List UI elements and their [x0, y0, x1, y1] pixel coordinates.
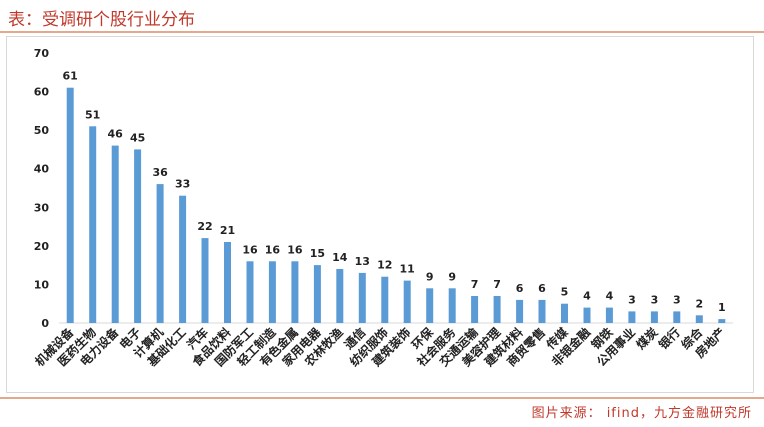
bar-1 — [89, 126, 97, 323]
bar-15 — [403, 280, 411, 323]
data-label-0: 61 — [63, 70, 78, 83]
data-label-13: 13 — [355, 255, 370, 268]
bar-5 — [179, 195, 187, 323]
bar-25 — [628, 311, 636, 323]
data-label-3: 45 — [130, 131, 145, 144]
y-tick-label: 10 — [34, 278, 50, 291]
bar-16 — [426, 288, 434, 323]
y-tick-label: 50 — [34, 124, 50, 137]
data-label-6: 22 — [197, 220, 212, 233]
bar-7 — [224, 242, 231, 323]
data-label-8: 16 — [242, 243, 258, 256]
bar-21 — [538, 299, 546, 323]
bar-29 — [718, 319, 726, 323]
bar-11 — [313, 265, 321, 323]
title-divider — [0, 31, 764, 33]
bar-26 — [650, 311, 658, 323]
data-label-24: 4 — [606, 290, 614, 303]
bar-14 — [381, 276, 389, 323]
y-tick-label: 70 — [34, 47, 50, 60]
data-label-23: 4 — [583, 290, 591, 303]
bar-8 — [246, 261, 254, 323]
bar-3 — [134, 149, 142, 323]
page-title: 表：受调研个股行业分布 — [8, 10, 195, 30]
bar-17 — [448, 288, 456, 323]
data-label-22: 5 — [561, 286, 569, 299]
bar-12 — [336, 269, 344, 323]
data-label-18: 7 — [471, 278, 479, 291]
bar-2 — [111, 145, 119, 323]
data-label-11: 15 — [310, 247, 325, 260]
data-label-10: 16 — [287, 243, 303, 256]
y-tick-label: 40 — [34, 163, 50, 176]
bar-4 — [156, 184, 164, 323]
bar-20 — [516, 299, 524, 323]
y-tick-label: 20 — [34, 240, 50, 253]
data-label-16: 9 — [426, 270, 434, 283]
bar-28 — [695, 315, 703, 323]
bar-27 — [673, 311, 681, 323]
x-tick-label-27: 银行 — [655, 325, 683, 353]
chart-frame — [6, 36, 754, 393]
data-label-29: 1 — [718, 301, 726, 314]
data-label-14: 12 — [377, 259, 392, 272]
footer-divider — [0, 397, 764, 399]
data-label-15: 11 — [400, 263, 415, 276]
y-tick-label: 0 — [41, 317, 49, 330]
bar-0 — [66, 87, 74, 323]
data-label-12: 14 — [332, 251, 348, 264]
data-label-26: 3 — [651, 293, 659, 306]
bar-18 — [471, 296, 479, 323]
x-tick-label-26: 煤炭 — [633, 325, 661, 353]
data-label-20: 6 — [516, 282, 524, 295]
y-tick-label: 30 — [34, 201, 50, 214]
data-label-9: 16 — [265, 243, 281, 256]
bar-10 — [291, 261, 299, 323]
bar-22 — [561, 303, 568, 323]
data-label-28: 2 — [695, 297, 703, 310]
data-label-2: 46 — [108, 128, 124, 141]
data-label-27: 3 — [673, 293, 681, 306]
data-label-1: 51 — [85, 108, 100, 121]
bar-6 — [201, 238, 209, 323]
data-label-7: 21 — [220, 224, 235, 237]
bar-19 — [493, 296, 501, 323]
bar-series — [66, 87, 726, 323]
data-label-4: 36 — [152, 166, 168, 179]
data-label-17: 9 — [448, 270, 456, 283]
x-axis-tick-labels: 机械设备医药生物电力设备电子计算机基础化工汽车食品饮料国防军工轻工制造有色金属家… — [32, 324, 728, 370]
title-bar: 表：受调研个股行业分布 — [0, 0, 764, 30]
y-axis: 0 10 20 30 40 50 60 70 — [34, 47, 733, 330]
data-label-19: 7 — [493, 278, 501, 291]
y-tick-label: 60 — [34, 86, 50, 99]
data-label-5: 33 — [175, 178, 190, 191]
data-label-25: 3 — [628, 293, 636, 306]
source-note: 图片来源： ifind，九方金融研究所 — [531, 406, 752, 421]
data-label-21: 6 — [538, 282, 546, 295]
bar-9 — [268, 261, 276, 323]
bar-24 — [605, 307, 613, 323]
bar-13 — [358, 272, 366, 323]
bar-23 — [583, 307, 591, 323]
